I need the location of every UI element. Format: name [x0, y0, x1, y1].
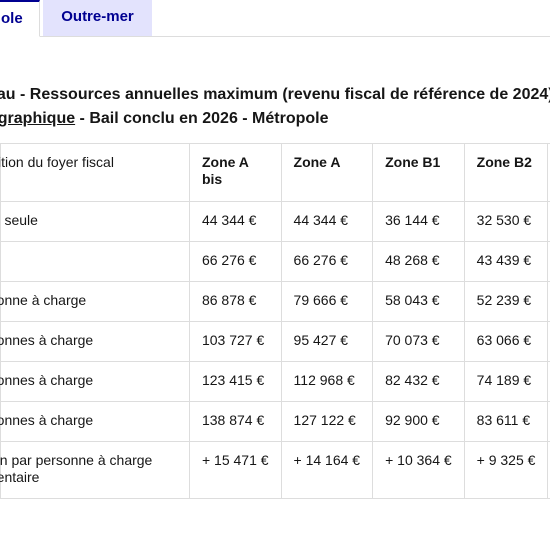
- tab-outre-mer-label: Outre-mer: [61, 8, 134, 25]
- table-row: rsonnes à charge 123 415 € 112 968 € 82 …: [0, 361, 550, 402]
- tab-outre-mer[interactable]: Outre-mer: [43, 0, 152, 36]
- table-row: rsonnes à charge 138 874 € 127 122 € 92 …: [0, 401, 550, 442]
- row-label: rsonne à charge: [0, 281, 190, 322]
- cell-zone-a: 127 122 €: [280, 401, 374, 442]
- row-label-line-1: tion par personne à charge: [0, 452, 153, 468]
- table-header-row: sition du foyer fiscal Zone A bis Zone A…: [0, 143, 550, 202]
- cell-zone-b2: 83 611 €: [463, 401, 549, 442]
- cell-zone-a: 44 344 €: [280, 201, 374, 242]
- cell-zone-a-bis: + 15 471 €: [188, 441, 282, 499]
- cell-zone-b2: 32 530 €: [463, 201, 549, 242]
- cell-zone-a-bis: 66 276 €: [188, 241, 282, 282]
- cell-zone-a-bis: 123 415 €: [188, 361, 282, 402]
- cell-zone-b1: 92 900 €: [372, 401, 465, 442]
- cell-zone-a-bis: 86 878 €: [188, 281, 282, 322]
- header-zone-a-bis: Zone A bis: [188, 143, 282, 202]
- cell-zone-a-bis: 138 874 €: [188, 401, 282, 442]
- table-row: ne seule 44 344 € 44 344 € 36 144 € 32 5…: [0, 201, 550, 242]
- cell-zone-a: 112 968 €: [280, 361, 374, 402]
- cell-zone-a-bis: 44 344 €: [188, 201, 282, 242]
- cell-zone-a: 66 276 €: [280, 241, 374, 282]
- table-row: e 66 276 € 66 276 € 48 268 € 43 439 €: [0, 241, 550, 282]
- cell-zone-b1: 58 043 €: [372, 281, 465, 322]
- cell-zone-b2: 74 189 €: [463, 361, 549, 402]
- cell-zone-b2: 52 239 €: [463, 281, 549, 322]
- tab-bar: ole Outre-mer: [0, 0, 550, 37]
- row-label-line-2: mentaire: [0, 469, 40, 485]
- cell-next: [547, 441, 550, 499]
- row-label: ne seule: [0, 201, 190, 242]
- cell-zone-a: 95 427 €: [280, 321, 374, 362]
- caption-zonage-link[interactable]: ographique: [0, 110, 76, 127]
- table-container[interactable]: sition du foyer fiscal Zone A bis Zone A…: [0, 143, 550, 499]
- table-caption: eau - Ressources annuelles maximum (reve…: [0, 83, 550, 131]
- table-row: rsonnes à charge 103 727 € 95 427 € 70 0…: [0, 321, 550, 362]
- header-zone-b1: Zone B1: [372, 143, 465, 202]
- header-zone-a: Zone A: [280, 143, 374, 202]
- caption-line-1: eau - Ressources annuelles maximum (reve…: [0, 86, 550, 103]
- row-label: tion par personne à charge mentaire: [0, 441, 190, 499]
- cell-zone-b2: 43 439 €: [463, 241, 549, 282]
- income-ceiling-table: sition du foyer fiscal Zone A bis Zone A…: [0, 143, 550, 499]
- cell-zone-a: + 14 164 €: [280, 441, 374, 499]
- cell-zone-b1: 48 268 €: [372, 241, 465, 282]
- row-label: rsonnes à charge: [0, 321, 190, 362]
- header-household: sition du foyer fiscal: [0, 143, 190, 202]
- cell-zone-b1: + 10 364 €: [372, 441, 465, 499]
- cell-zone-b2: + 9 325 €: [463, 441, 549, 499]
- table-row: rsonne à charge 86 878 € 79 666 € 58 043…: [0, 281, 550, 322]
- cell-zone-b1: 70 073 €: [372, 321, 465, 362]
- tab-metropole[interactable]: ole: [0, 0, 40, 37]
- table-row: tion par personne à charge mentaire + 15…: [0, 441, 550, 499]
- cell-zone-b1: 82 432 €: [372, 361, 465, 402]
- header-zone-b2: Zone B2: [463, 143, 549, 202]
- caption-line-2-rest: - Bail conclu en 2026 - Métropole: [75, 110, 329, 127]
- row-label: rsonnes à charge: [0, 401, 190, 442]
- cell-zone-b2: 63 066 €: [463, 321, 549, 362]
- cell-zone-a-bis: 103 727 €: [188, 321, 282, 362]
- tab-metropole-label: ole: [1, 10, 23, 27]
- row-label: e: [0, 241, 190, 282]
- cell-zone-a: 79 666 €: [280, 281, 374, 322]
- caption-line-2: ographique - Bail conclu en 2026 - Métro…: [0, 107, 550, 131]
- row-label: rsonnes à charge: [0, 361, 190, 402]
- cell-zone-b1: 36 144 €: [372, 201, 465, 242]
